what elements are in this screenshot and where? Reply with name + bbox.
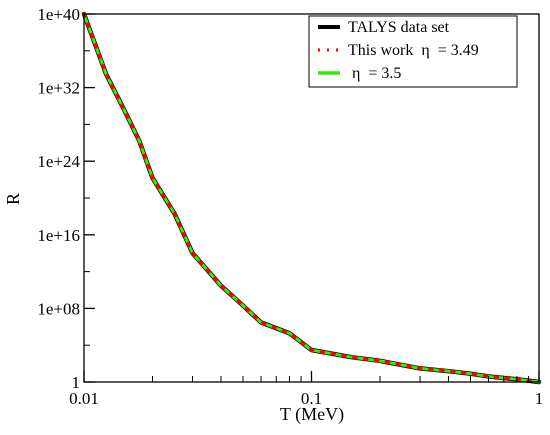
x-tick-label: 0.1 [301,389,322,408]
legend-label-this-work: This work η = 3.49 [348,42,479,59]
y-tick-label: 1 [72,373,81,392]
x-tick-label: 0.01 [69,389,99,408]
y-tick-label: 1e+24 [37,152,80,171]
y-tick-label: 1e+40 [37,5,80,24]
series-line-1 [82,12,541,384]
ticks-layer: 0.01 0.1 1 1 1e+08 1e+16 1e+24 1e+32 1e+40 [37,5,543,408]
legend: TALYS data set This work η = 3.49 η = 3.… [308,15,518,88]
x-axis-title: T (MeV) [280,404,344,425]
legend-label-talys: TALYS data set [348,19,450,36]
plot-frame [83,13,540,383]
y-tick-label: 1e+16 [37,226,80,245]
y-axis-title: R [3,193,23,205]
y-tick-label: 1e+32 [37,79,80,98]
legend-label-eta-3-5: η = 3.5 [348,65,401,82]
legend-box [308,15,518,88]
y-tick-label: 1e+08 [37,299,80,318]
series-layer [81,11,542,385]
x-tick-label: 1 [535,389,544,408]
